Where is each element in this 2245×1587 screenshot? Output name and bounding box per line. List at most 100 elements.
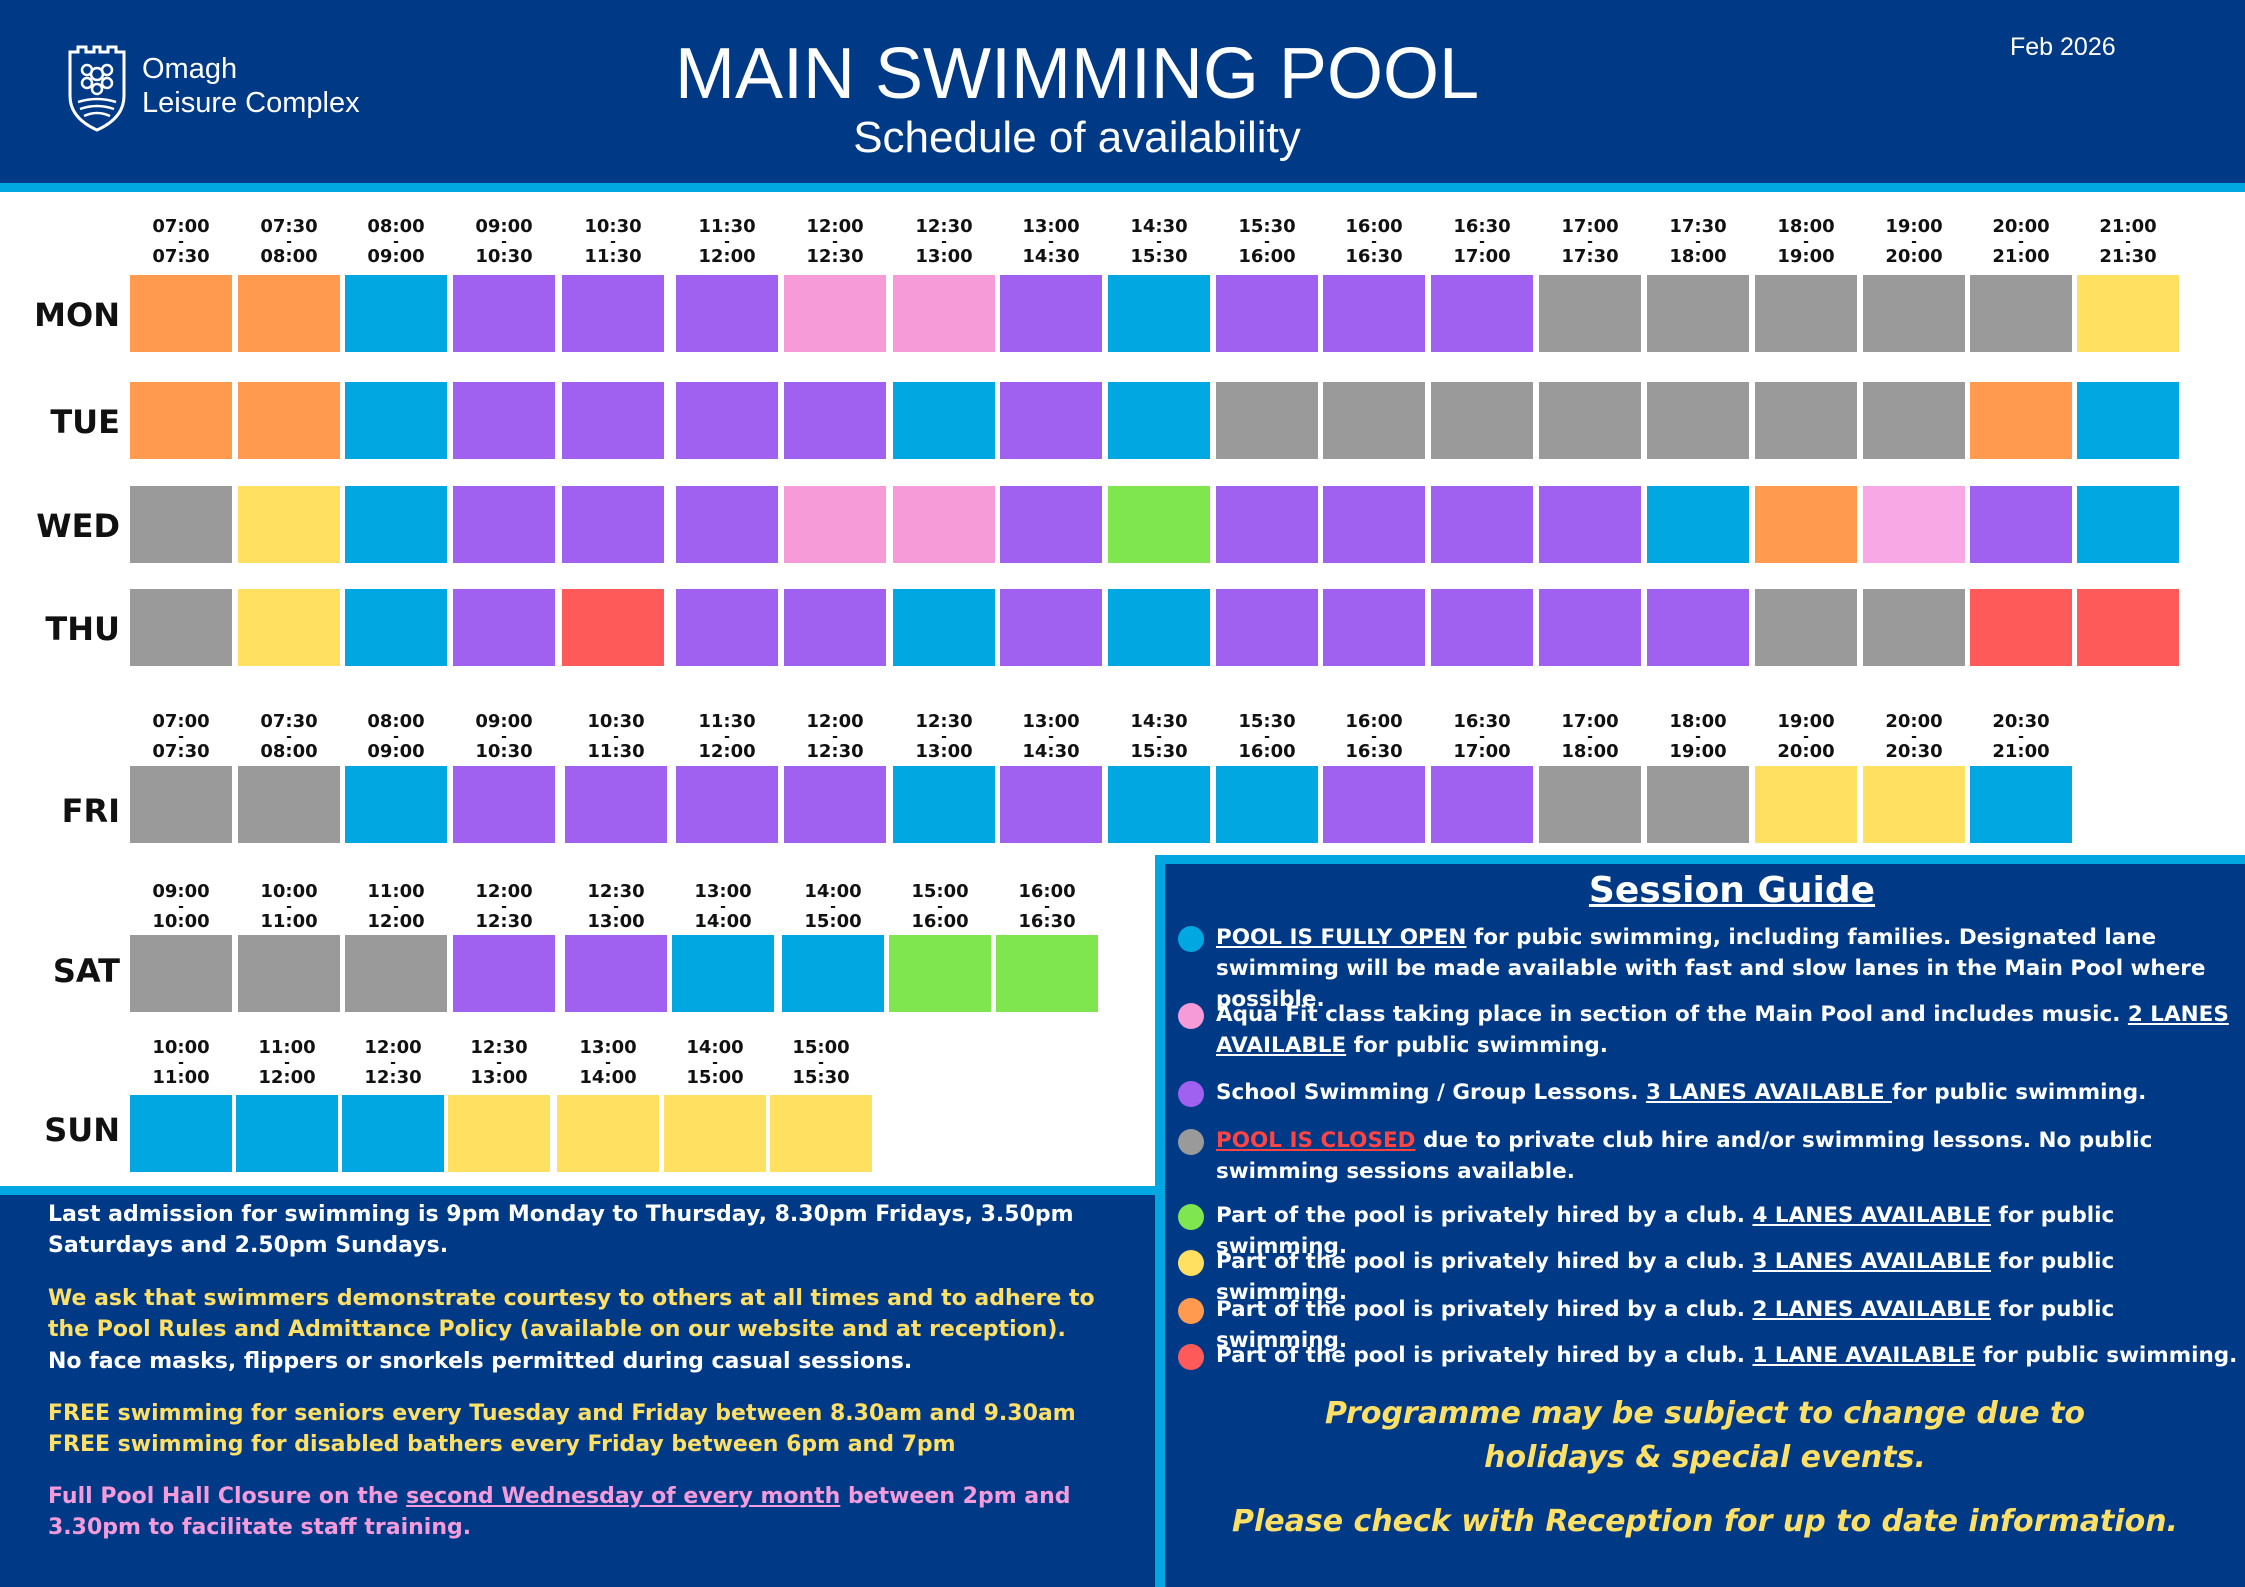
time-end: 12:30	[475, 911, 533, 932]
time-label-fri-0: 07:00-07:30	[126, 712, 236, 762]
time-label-fri-2: 08:00-09:00	[341, 712, 451, 762]
date-label: Feb 2026	[2010, 33, 2116, 61]
time-label-weekday-2: 08:00-09:00	[341, 217, 451, 267]
slot-tue-16	[1863, 382, 1965, 459]
guide-item-highlight: 2 LANES AVAILABLE	[1216, 1002, 2229, 1058]
guide-item-pre: Part of the pool is privately hired by a…	[1216, 1297, 1753, 1322]
time-dash: -	[724, 729, 730, 745]
slot-mon-17	[1970, 275, 2072, 352]
guide-item-highlight: 3 LANES AVAILABLE	[1752, 1249, 1992, 1274]
time-label-weekday-8: 13:00-14:30	[996, 217, 1106, 267]
time-label-fri-13: 17:00-18:00	[1535, 712, 1645, 762]
logo-line-1: Omagh	[142, 53, 238, 85]
slot-tue-18	[2077, 382, 2179, 459]
slot-wed-14	[1647, 486, 1749, 563]
day-label-wed: WED	[36, 507, 120, 545]
time-start: 10:30	[584, 216, 642, 237]
time-label-sun-1: 11:00-12:00	[232, 1038, 342, 1088]
time-dash: -	[1264, 234, 1270, 250]
time-label-sat-4: 12:30-13:00	[561, 882, 671, 932]
time-dash: -	[501, 729, 507, 745]
legend-dot-icon	[1178, 1344, 1204, 1370]
closure-note: Full Pool Hall Closure on the second Wed…	[48, 1481, 1128, 1543]
slot-mon-6	[784, 275, 886, 352]
time-end: 17:00	[1453, 246, 1511, 267]
time-end: 11:30	[587, 741, 645, 762]
slot-wed-1	[238, 486, 340, 563]
slot-fri-10	[1216, 766, 1318, 843]
slot-thu-18	[2077, 589, 2179, 666]
guide-item-highlight: 3 LANES AVAILABLE	[1645, 1080, 1892, 1105]
time-start: 14:30	[1130, 711, 1188, 732]
session-guide-stripe-left	[1155, 855, 1165, 1587]
seniors-note: FREE swimming for seniors every Tuesday …	[48, 1401, 1076, 1426]
time-end: 18:00	[1561, 741, 1619, 762]
slot-thu-3	[453, 589, 555, 666]
guide-item-post: for public swimming.	[1975, 1343, 2238, 1368]
slot-wed-18	[2077, 486, 2179, 563]
day-label-sun: SUN	[44, 1111, 120, 1149]
time-start: 12:00	[364, 1037, 422, 1058]
time-label-weekday-18: 21:00-21:30	[2073, 217, 2183, 267]
time-end: 19:00	[1669, 741, 1727, 762]
time-start: 15:00	[792, 1037, 850, 1058]
time-start: 14:00	[686, 1037, 744, 1058]
time-end: 13:00	[470, 1067, 528, 1088]
courtesy-note: We ask that swimmers demonstrate courtes…	[48, 1286, 1095, 1342]
time-end: 21:00	[1992, 741, 2050, 762]
slot-wed-17	[1970, 486, 2072, 563]
slot-fri-11	[1323, 766, 1425, 843]
time-dash: -	[501, 234, 507, 250]
time-dash: -	[1048, 234, 1054, 250]
day-label-tue: TUE	[50, 403, 120, 441]
slot-tue-2	[345, 382, 447, 459]
time-dash: -	[286, 899, 292, 915]
slot-fri-8	[1000, 766, 1102, 843]
legend-dot-icon	[1178, 926, 1204, 952]
time-dash: -	[1044, 899, 1050, 915]
time-label-fri-11: 16:00-16:30	[1319, 712, 1429, 762]
time-start: 12:30	[587, 881, 645, 902]
time-end: 16:00	[1238, 246, 1296, 267]
session-guide-title: Session Guide	[1588, 870, 1876, 911]
time-dash: -	[2125, 234, 2131, 250]
guide-item-pre: Part of the pool is privately hired by a…	[1216, 1343, 1753, 1368]
guide-item-text: Part of the pool is privately hired by a…	[1216, 1294, 2241, 1356]
time-start: 20:30	[1992, 711, 2050, 732]
time-start: 12:00	[806, 711, 864, 732]
slot-fri-6	[784, 766, 886, 843]
slot-thu-5	[676, 589, 778, 666]
guide-item-text: POOL IS CLOSED due to private club hire …	[1216, 1125, 2241, 1187]
time-label-weekday-7: 12:30-13:00	[889, 217, 999, 267]
time-start: 16:00	[1018, 881, 1076, 902]
slot-mon-3	[453, 275, 555, 352]
slot-thu-12	[1431, 589, 1533, 666]
slot-wed-15	[1755, 486, 1857, 563]
slot-wed-4	[562, 486, 664, 563]
time-start: 13:00	[1022, 711, 1080, 732]
slot-tue-7	[893, 382, 995, 459]
slot-thu-10	[1216, 589, 1318, 666]
time-end: 15:00	[804, 911, 862, 932]
time-label-weekday-11: 16:00-16:30	[1319, 217, 1429, 267]
time-label-fri-1: 07:30-08:00	[234, 712, 344, 762]
time-end: 15:00	[686, 1067, 744, 1088]
time-label-weekday-13: 17:00-17:30	[1535, 217, 1645, 267]
time-start: 15:30	[1238, 216, 1296, 237]
time-dash: -	[1479, 234, 1485, 250]
slot-tue-15	[1755, 382, 1857, 459]
programme-note: Programme may be subject to change due t…	[1165, 1392, 2245, 1480]
slot-tue-13	[1539, 382, 1641, 459]
guide-item-highlight: 4 LANES AVAILABLE	[1752, 1203, 1992, 1228]
time-end: 12:30	[806, 741, 864, 762]
time-dash: -	[178, 899, 184, 915]
time-start: 13:00	[694, 881, 752, 902]
slot-mon-10	[1216, 275, 1318, 352]
slot-thu-15	[1755, 589, 1857, 666]
time-dash: -	[1911, 729, 1917, 745]
time-end: 12:00	[698, 741, 756, 762]
time-start: 11:30	[698, 711, 756, 732]
slot-tue-0	[130, 382, 232, 459]
slot-wed-10	[1216, 486, 1318, 563]
time-end: 10:30	[475, 246, 533, 267]
